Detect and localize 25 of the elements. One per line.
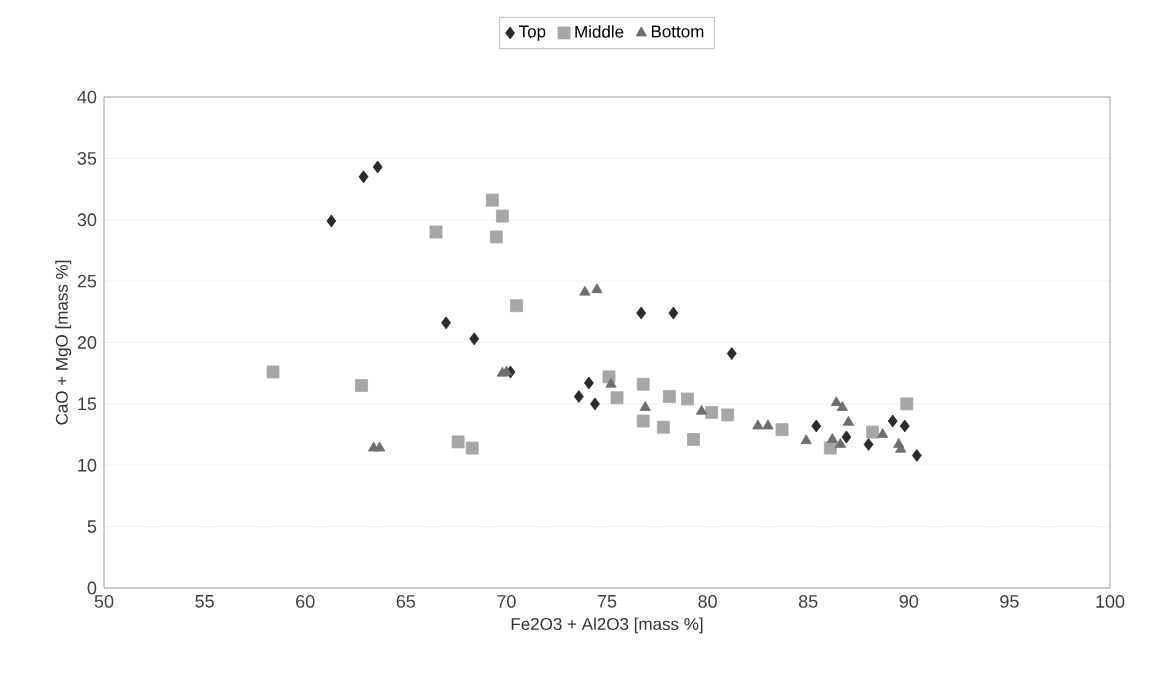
x-axis-title: Fe2O3 + Al2O3 [mass %] bbox=[511, 617, 703, 634]
legend-label: Top bbox=[519, 25, 546, 41]
legend-label: Bottom bbox=[651, 25, 704, 38]
y-tick-label: 30 bbox=[77, 213, 97, 227]
y-tick-label: 0 bbox=[87, 581, 97, 595]
y-tick-label: 40 bbox=[77, 90, 97, 104]
x-tick-label: 60 bbox=[296, 595, 315, 608]
x-tick-label: 95 bbox=[1000, 595, 1019, 608]
x-tick-label: 65 bbox=[396, 595, 416, 608]
y-tick-label: 15 bbox=[78, 397, 97, 411]
y-tick-label: 35 bbox=[77, 152, 97, 165]
x-tick-label: 85 bbox=[798, 595, 818, 608]
x-tick-label: 100 bbox=[1096, 595, 1125, 608]
y-tick-label: 20 bbox=[77, 336, 97, 349]
legend-label: Middle bbox=[575, 25, 624, 38]
x-tick-label: 55 bbox=[195, 595, 214, 608]
y-tick-label: 10 bbox=[78, 458, 97, 472]
x-tick-label: 50 bbox=[94, 595, 114, 608]
y-tick-label: 25 bbox=[77, 274, 97, 288]
y-axis-title: CaO + MgO [mass %] bbox=[55, 260, 72, 425]
y-tick-label: 5 bbox=[87, 520, 97, 533]
x-tick-label: 75 bbox=[597, 595, 617, 608]
x-tick-label: 70 bbox=[497, 595, 516, 608]
x-tick-label: 90 bbox=[899, 595, 919, 608]
x-tick-label: 80 bbox=[698, 595, 717, 608]
